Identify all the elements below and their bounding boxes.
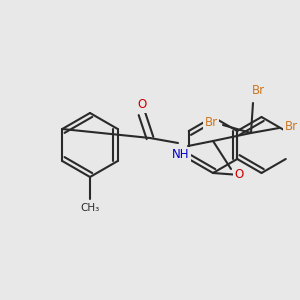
Text: Br: Br: [284, 119, 298, 133]
Text: Br: Br: [251, 85, 265, 98]
Text: NH: NH: [172, 148, 190, 161]
Text: O: O: [234, 169, 244, 182]
Text: CH₃: CH₃: [80, 203, 100, 213]
Text: O: O: [137, 98, 147, 112]
Text: Br: Br: [204, 116, 218, 130]
